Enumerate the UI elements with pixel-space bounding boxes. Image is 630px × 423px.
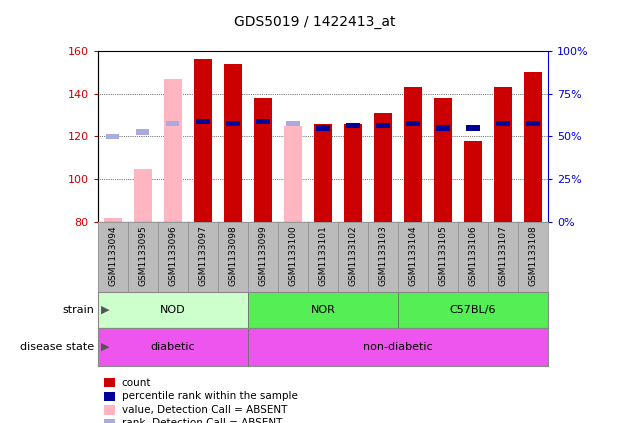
Bar: [314, 124, 332, 222]
Text: non-diabetic: non-diabetic: [363, 342, 433, 352]
Text: GSM1133102: GSM1133102: [348, 225, 357, 286]
Text: GSM1133097: GSM1133097: [198, 225, 207, 286]
Bar: [136, 129, 149, 135]
Text: NOR: NOR: [311, 305, 335, 315]
Bar: [466, 125, 480, 131]
Bar: [106, 134, 120, 139]
Bar: [524, 72, 542, 222]
Bar: [526, 121, 540, 126]
Bar: [436, 125, 450, 131]
Bar: [406, 121, 420, 126]
Text: GDS5019 / 1422413_at: GDS5019 / 1422413_at: [234, 15, 396, 29]
Bar: [134, 168, 152, 222]
Text: GSM1133105: GSM1133105: [438, 225, 447, 286]
Bar: [496, 121, 510, 126]
Bar: [164, 79, 181, 222]
Bar: [434, 98, 452, 222]
Text: GSM1133107: GSM1133107: [498, 225, 508, 286]
Text: GSM1133098: GSM1133098: [228, 225, 238, 286]
Text: GSM1133101: GSM1133101: [318, 225, 328, 286]
Text: C57BL/6: C57BL/6: [450, 305, 496, 315]
Text: diabetic: diabetic: [151, 342, 195, 352]
Text: GSM1133106: GSM1133106: [469, 225, 478, 286]
Bar: [254, 98, 272, 222]
Bar: [316, 125, 329, 131]
Bar: [104, 218, 122, 222]
Text: percentile rank within the sample: percentile rank within the sample: [122, 391, 297, 401]
Bar: [196, 119, 210, 124]
Text: rank, Detection Call = ABSENT: rank, Detection Call = ABSENT: [122, 418, 282, 423]
Text: GSM1133096: GSM1133096: [168, 225, 177, 286]
Bar: [344, 124, 362, 222]
Bar: [98, 292, 248, 328]
Text: GSM1133103: GSM1133103: [379, 225, 387, 286]
Text: GSM1133108: GSM1133108: [529, 225, 537, 286]
Text: GSM1133095: GSM1133095: [138, 225, 147, 286]
Bar: [248, 292, 398, 328]
Bar: [398, 292, 548, 328]
Bar: [194, 59, 212, 222]
Text: count: count: [122, 378, 151, 388]
Text: NOD: NOD: [160, 305, 186, 315]
Bar: [404, 87, 422, 222]
Text: GSM1133104: GSM1133104: [408, 225, 418, 286]
Bar: [98, 328, 248, 366]
Bar: [374, 113, 392, 222]
Bar: [376, 123, 390, 129]
Bar: [286, 121, 300, 126]
Bar: [284, 126, 302, 222]
Text: value, Detection Call = ABSENT: value, Detection Call = ABSENT: [122, 405, 287, 415]
Text: disease state: disease state: [20, 342, 94, 352]
Text: ▶: ▶: [101, 305, 109, 315]
Text: ▶: ▶: [101, 342, 109, 352]
Bar: [248, 328, 548, 366]
Bar: [494, 87, 512, 222]
Text: GSM1133099: GSM1133099: [258, 225, 267, 286]
Bar: [464, 141, 482, 222]
Bar: [346, 123, 360, 129]
Bar: [256, 119, 270, 124]
Text: GSM1133094: GSM1133094: [108, 225, 117, 286]
Text: strain: strain: [62, 305, 94, 315]
Text: GSM1133100: GSM1133100: [289, 225, 297, 286]
Bar: [226, 121, 239, 126]
Bar: [166, 121, 180, 126]
Bar: [224, 63, 242, 222]
